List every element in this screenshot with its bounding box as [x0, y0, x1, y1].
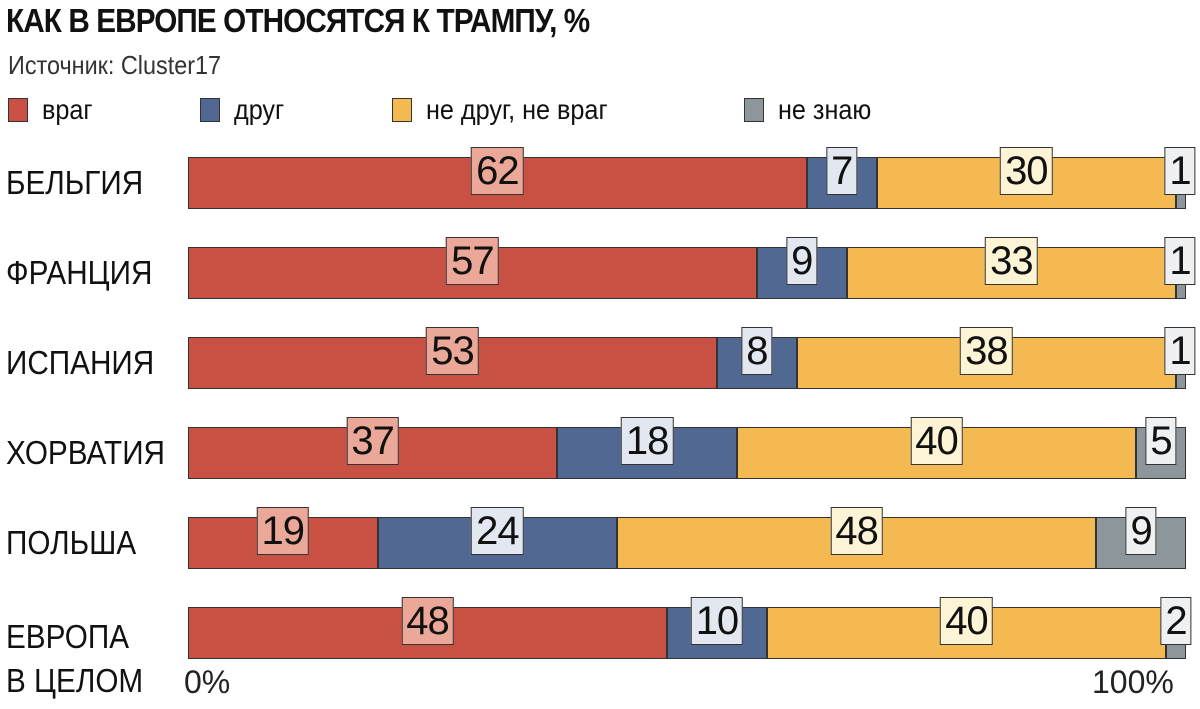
data-label: 33	[985, 237, 1038, 285]
legend-item: не друг, не враг	[392, 94, 628, 126]
data-label: 62	[471, 147, 524, 195]
axis-tick-0: 0%	[184, 664, 231, 700]
category-label: В ЦЕЛОМ	[6, 662, 144, 699]
category-label: БЕЛЬГИЯ	[6, 164, 144, 201]
data-label: 7	[826, 147, 858, 195]
legend-item: враг	[8, 94, 98, 126]
data-label: 53	[426, 327, 479, 375]
data-label: 1	[1164, 327, 1196, 375]
data-label: 48	[830, 507, 883, 555]
data-label: 19	[256, 507, 310, 555]
legend-item: друг	[200, 94, 290, 126]
data-label: 48	[401, 597, 454, 645]
data-label: 24	[471, 507, 524, 555]
data-label: 10	[690, 597, 744, 645]
data-label: 40	[940, 597, 993, 645]
chart-title: КАК В ЕВРОПЕ ОТНОСЯТСЯ К ТРАМПУ, %	[6, 2, 590, 39]
category-label: ИСПАНИЯ	[6, 344, 155, 381]
stacked-bar: 62 7 30 1	[188, 147, 1196, 209]
chart-source: Источник: Cluster17	[8, 50, 222, 80]
axis-tick-100: 100%	[1092, 664, 1174, 700]
legend-label: враг	[42, 94, 93, 125]
data-label: 1	[1164, 147, 1196, 195]
category-label: ЕВРОПА	[6, 618, 130, 655]
data-label: 18	[620, 417, 674, 465]
legend-label: не друг, не враг	[426, 94, 608, 125]
category-label: ФРАНЦИЯ	[6, 254, 153, 291]
legend-label: друг	[234, 94, 285, 125]
data-label: 38	[960, 327, 1013, 375]
data-label: 9	[1125, 507, 1157, 555]
data-label: 5	[1145, 417, 1177, 465]
stacked-bar: 57 9 33 1	[188, 237, 1196, 299]
category-label: ПОЛЬША	[6, 524, 137, 561]
legend-item: не знаю	[744, 94, 882, 126]
legend-swatch	[392, 98, 412, 122]
data-label: 30	[1000, 147, 1053, 195]
data-label: 57	[446, 237, 499, 285]
legend-swatch	[744, 98, 764, 122]
category-label: ХОРВАТИЯ	[6, 434, 165, 471]
legend-swatch	[200, 98, 220, 122]
data-label: 2	[1160, 597, 1192, 645]
data-label: 40	[910, 417, 963, 465]
stacked-bar: 37 18 40 5	[188, 417, 1186, 479]
stacked-bar: 53 8 38 1	[188, 327, 1196, 389]
data-label: 8	[741, 327, 773, 375]
stacked-bar: 48 10 40 2	[188, 597, 1192, 659]
stacked-bar: 19 24 48 9	[188, 507, 1186, 569]
data-label: 37	[346, 417, 399, 465]
legend-swatch	[8, 98, 28, 122]
data-label: 9	[786, 237, 818, 285]
legend-label: не знаю	[778, 94, 872, 125]
data-label: 1	[1164, 237, 1196, 285]
